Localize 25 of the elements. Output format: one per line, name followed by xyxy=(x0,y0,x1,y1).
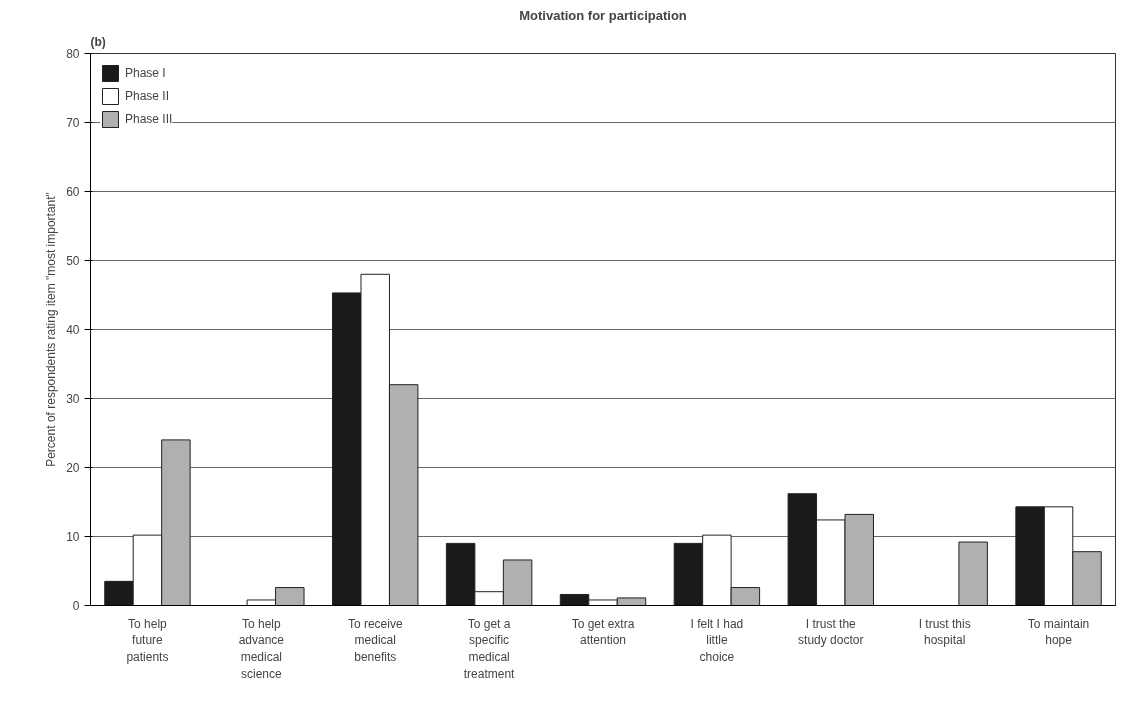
y-axis-title: Percent of respondents rating item "most important" xyxy=(44,192,59,467)
y-tick-label: 30 xyxy=(66,392,80,406)
x-tick-label: To help advance medical science xyxy=(238,616,285,681)
legend-label: Phase II xyxy=(125,89,170,103)
y-tick-label: 80 xyxy=(66,47,80,61)
bar xyxy=(958,541,988,606)
x-tick-label: I trust the study doctor xyxy=(798,616,864,648)
y-tick-label: 70 xyxy=(66,116,80,130)
x-tick-label: To get a specific medical treatment xyxy=(463,616,516,681)
y-tick-label: 0 xyxy=(72,599,80,613)
y-tick-label: 60 xyxy=(66,185,80,199)
x-tick-label: To receive medical benefits xyxy=(347,616,403,665)
x-tick-label: To maintain hope xyxy=(1027,616,1090,648)
legend-label: Phase III xyxy=(125,112,173,126)
y-tick-label: 40 xyxy=(66,323,80,337)
legend-label: Phase I xyxy=(125,66,166,80)
x-tick-label: I felt I had little choice xyxy=(690,616,744,665)
x-tick-label: To help future patients xyxy=(126,616,169,665)
y-tick-label: 20 xyxy=(66,461,80,475)
chart-title: Motivation for participation xyxy=(519,7,687,23)
x-tick-label: I trust this hospital xyxy=(918,616,971,648)
text: (b) xyxy=(90,34,106,49)
y-tick-label: 10 xyxy=(66,530,80,544)
y-tick-label: 50 xyxy=(66,254,80,268)
x-tick-label: To get extra attention xyxy=(571,616,635,648)
